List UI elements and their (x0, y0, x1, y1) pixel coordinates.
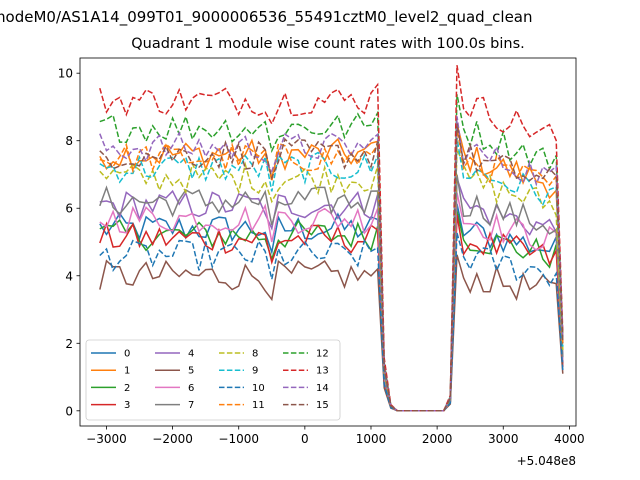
chart-title: Quadrant 1 module wise count rates with … (131, 36, 525, 52)
legend-label-0: 0 (124, 349, 130, 360)
legend-label-7: 7 (188, 400, 194, 411)
series-line-3 (99, 214, 564, 412)
x-tick-label: 1000 (356, 432, 387, 446)
legend-label-10: 10 (252, 383, 265, 394)
legend-label-1: 1 (124, 366, 130, 377)
legend-label-13: 13 (316, 366, 329, 377)
x-tick-label: 2000 (422, 432, 453, 446)
series-line-5 (99, 254, 564, 412)
legend-label-6: 6 (188, 383, 194, 394)
x-tick-label: −2000 (152, 432, 193, 446)
legend-label-3: 3 (124, 400, 130, 411)
series-line-12 (99, 94, 564, 412)
x-tick-label: 0 (301, 432, 309, 446)
x-tick-label: −1000 (218, 432, 259, 446)
series-layer (99, 65, 564, 412)
legend-label-11: 11 (252, 400, 265, 411)
series-line-0 (99, 203, 564, 412)
plot-frame (79, 57, 577, 427)
figure-suptitle: n file: modeM0/AS1A14_099T01_9000006536_… (0, 8, 533, 26)
legend-label-5: 5 (188, 366, 194, 377)
legend-label-12: 12 (316, 349, 329, 360)
legend-box (85, 339, 341, 421)
x-tick-label: 4000 (554, 432, 585, 446)
series-line-8 (99, 148, 564, 412)
legend-label-8: 8 (252, 349, 258, 360)
y-tick-label: 0 (65, 404, 73, 418)
x-tick-label: −3000 (86, 432, 127, 446)
series-line-15 (99, 123, 564, 412)
y-tick-label: 10 (58, 67, 73, 81)
legend-label-2: 2 (124, 383, 130, 394)
legend-label-9: 9 (252, 366, 258, 377)
legend-label-15: 15 (316, 400, 329, 411)
legend-label-4: 4 (188, 349, 194, 360)
series-line-9 (99, 137, 564, 412)
axes: −3000 −2000 −1000 0 1000 2000 3000 40000246810+… (58, 57, 585, 468)
y-tick-label: 2 (65, 337, 73, 351)
series-line-10 (99, 232, 564, 412)
series-line-4 (99, 178, 564, 412)
x-tick-label: 3000 (488, 432, 519, 446)
series-line-13 (99, 65, 564, 412)
series-line-7 (99, 174, 564, 412)
y-tick-label: 4 (65, 269, 73, 283)
y-tick-label: 8 (65, 134, 73, 148)
series-line-14 (99, 116, 564, 412)
x-offset-label: +5.048e8 (517, 454, 576, 468)
y-tick-label: 6 (65, 202, 73, 216)
series-line-11 (99, 127, 564, 412)
legend-label-14: 14 (316, 383, 329, 394)
